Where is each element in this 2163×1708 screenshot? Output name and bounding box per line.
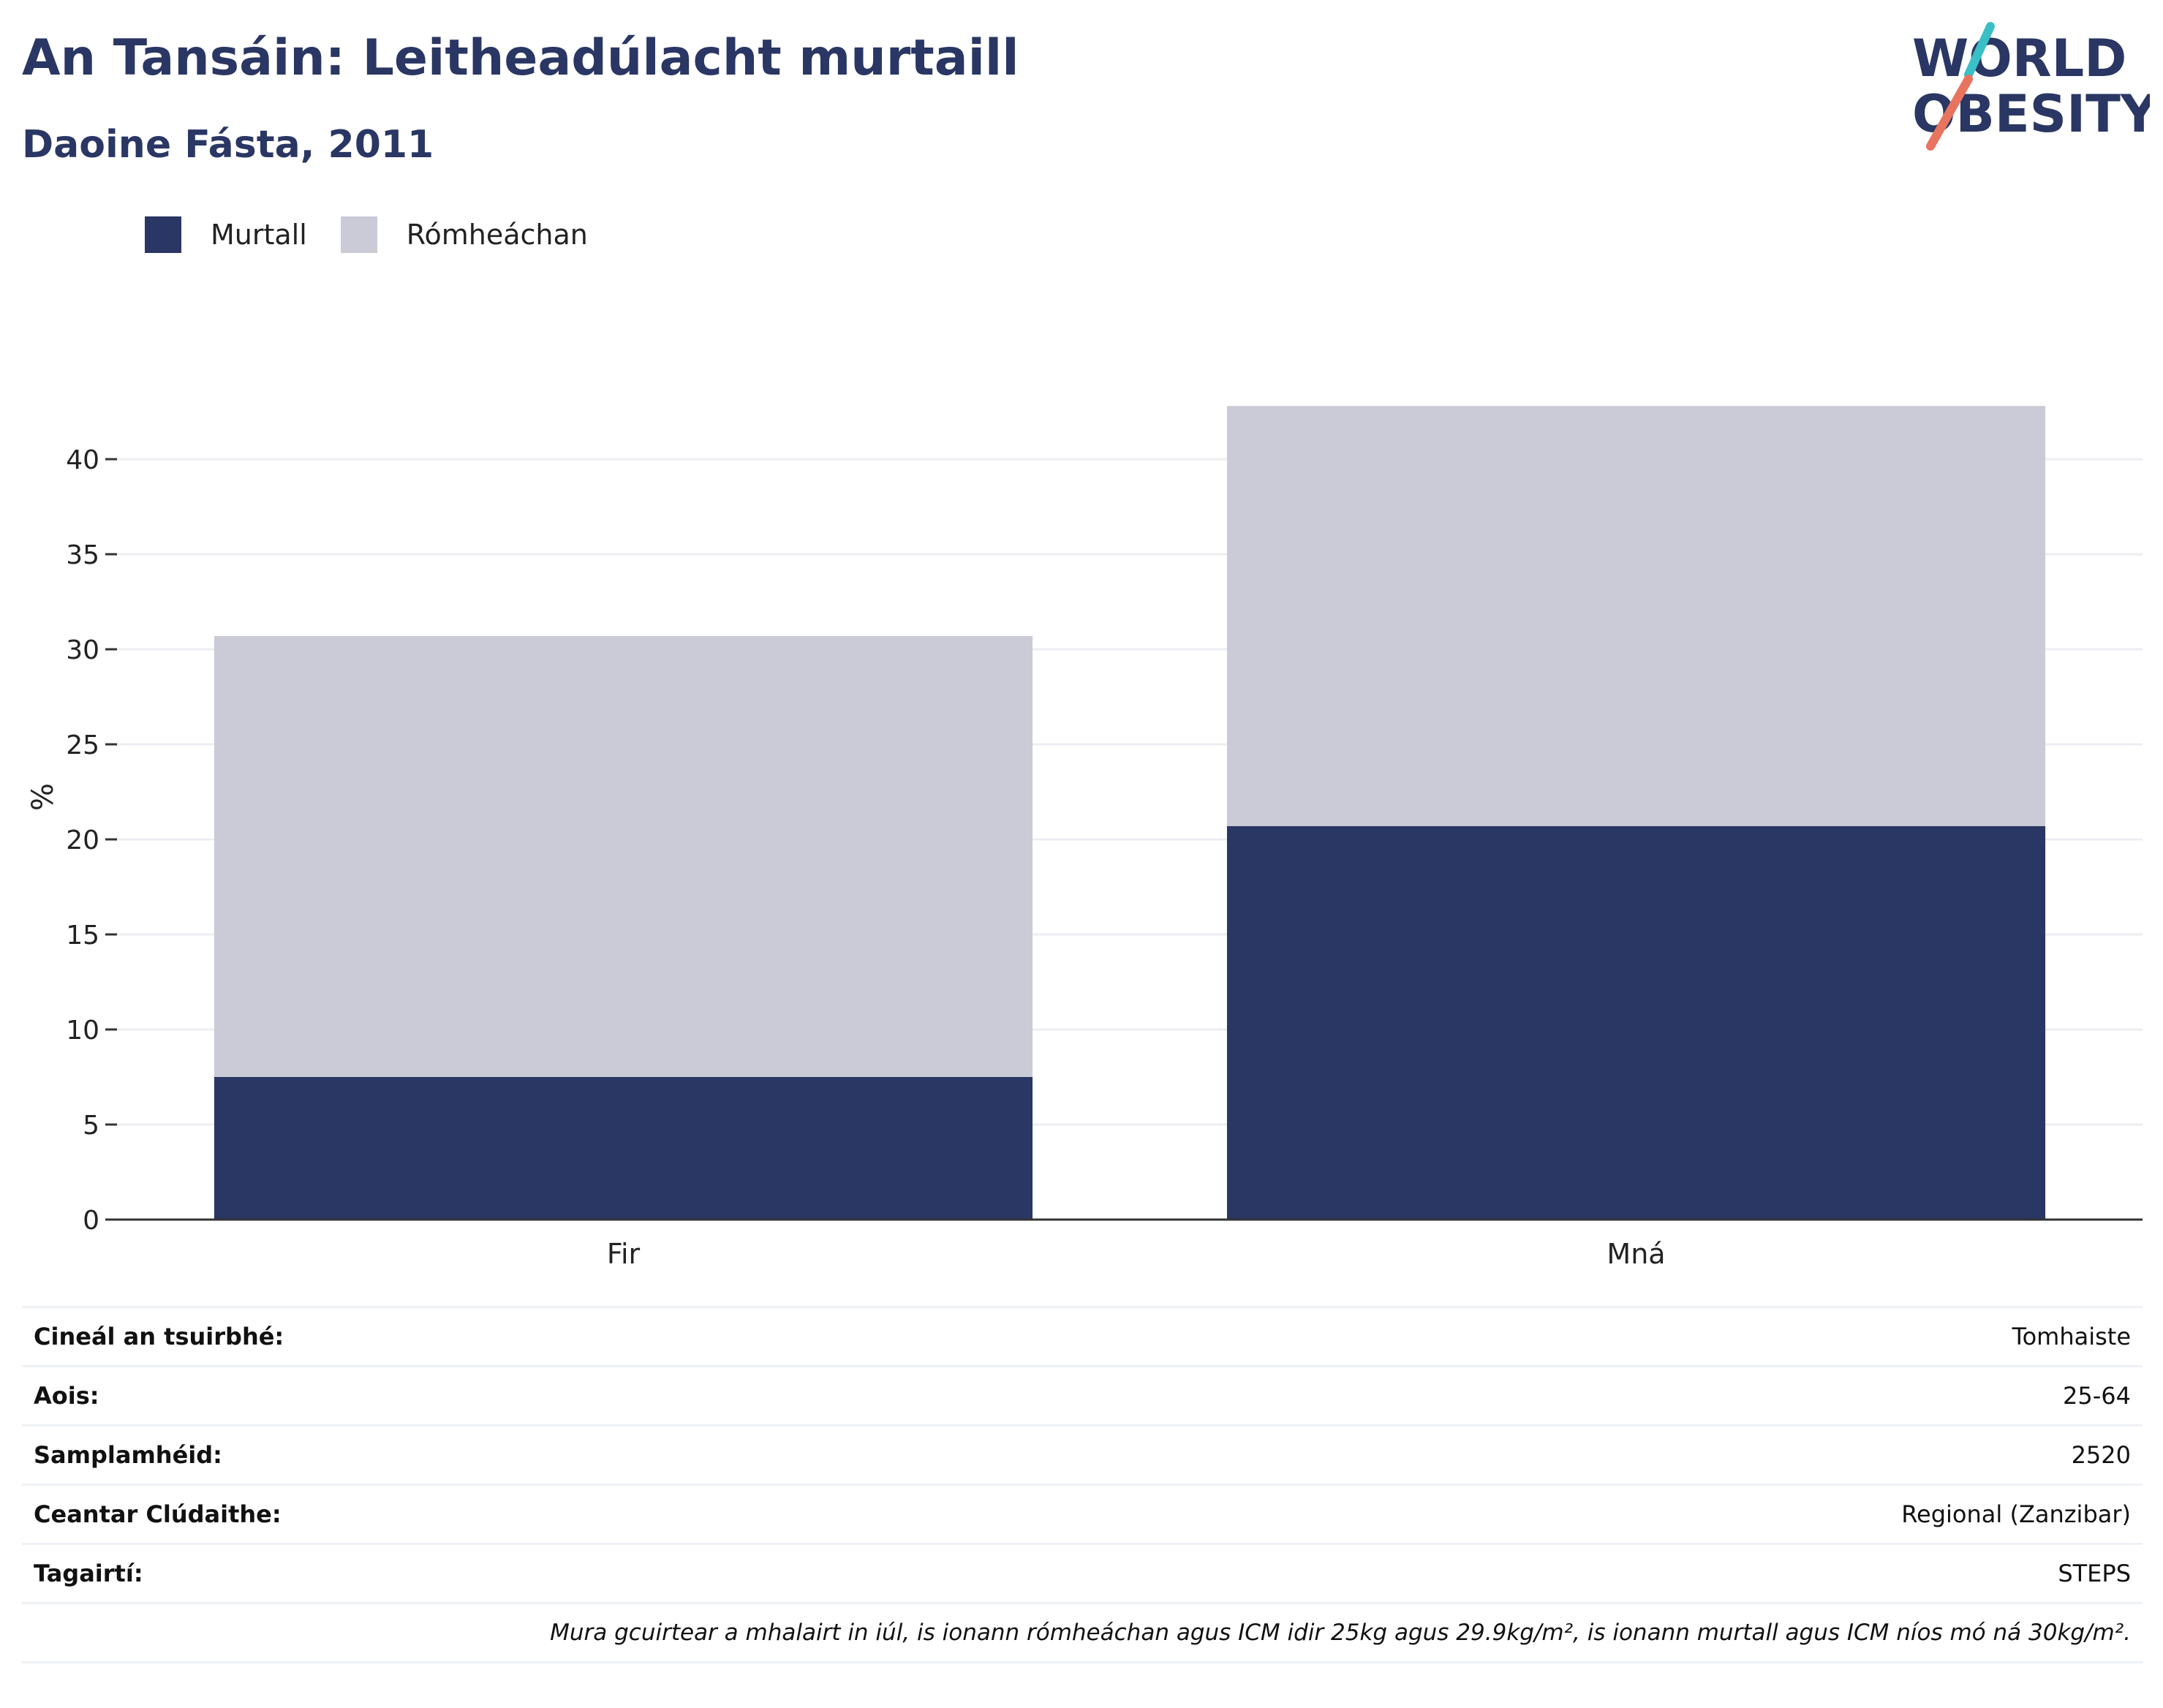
bars — [214, 406, 2046, 1220]
y-tick-label: 35 — [66, 540, 99, 570]
info-value: Regional (Zanzibar) — [1901, 1500, 2131, 1528]
y-tick-label: 5 — [83, 1111, 99, 1141]
info-key: Ceantar Clúdaithe: — [34, 1500, 282, 1528]
info-row: Tagairtí: STEPS — [22, 1543, 2143, 1602]
logo-coral-slash — [1926, 75, 1973, 151]
info-row: Aois: 25-64 — [22, 1365, 2143, 1424]
info-key: Tagairtí: — [34, 1560, 143, 1587]
legend-label-murtall: Murtall — [211, 219, 307, 251]
world-obesity-logo: WORLD OBESITY — [1912, 22, 2150, 151]
legend-label-romheachan: Rómheáchan — [406, 219, 588, 251]
y-tick-label: 10 — [66, 1016, 99, 1046]
bar-romheachan-1[interactable] — [1226, 406, 2046, 826]
bar-murtall-1[interactable] — [1226, 825, 2046, 1220]
info-key: Cineál an tsuirbhé: — [34, 1323, 284, 1350]
info-key: Samplamhéid: — [34, 1441, 222, 1469]
y-tick-label: 0 — [83, 1206, 99, 1236]
info-value: 2520 — [2071, 1441, 2131, 1469]
info-row: Cineál an tsuirbhé: Tomhaiste — [22, 1306, 2143, 1365]
y-tick-label: 25 — [66, 730, 99, 760]
chart-legend: Murtall Rómheáchan — [145, 216, 622, 253]
axes: 0 5 10 15 20 25 30 35 40 Fir Mná — [66, 445, 2143, 1270]
legend-swatch-murtall — [145, 216, 181, 253]
logo-line1: WORLD — [1912, 29, 2126, 88]
info-row: Samplamhéid: 2520 — [22, 1424, 2143, 1484]
legend-item-romheachan[interactable]: Rómheáchan — [340, 216, 588, 253]
definition-note: Mura gcuirtear a mhalairt in iúl, is ion… — [22, 1602, 2143, 1663]
info-value: Tomhaiste — [2012, 1323, 2131, 1350]
y-tick-label: 30 — [66, 635, 99, 665]
chart-title: An Tansáin: Leitheadúlacht murtaill — [22, 29, 1019, 87]
bar-murtall-0[interactable] — [214, 1077, 1033, 1220]
survey-info-table: Cineál an tsuirbhé: Tomhaiste Aois: 25-64 Sa… — [22, 1306, 2143, 1663]
info-key: Aois: — [34, 1382, 99, 1410]
x-tick-label: Fir — [607, 1238, 641, 1270]
info-value: 25-64 — [2063, 1382, 2131, 1410]
y-tick-label: 20 — [66, 825, 99, 855]
y-axis-title: % — [26, 783, 60, 811]
info-value: STEPS — [2058, 1560, 2131, 1587]
stacked-bar-chart: 0 5 10 15 20 25 30 35 40 Fir Mná % — [26, 406, 2143, 1270]
legend-item-murtall[interactable]: Murtall — [145, 216, 307, 253]
y-tick-label: 15 — [66, 921, 99, 951]
info-row: Ceantar Clúdaithe: Regional (Zanzibar) — [22, 1484, 2143, 1543]
y-tick-label: 40 — [66, 445, 99, 475]
chart-subtitle: Daoine Fásta, 2011 — [22, 123, 434, 167]
bar-romheachan-0[interactable] — [214, 635, 1033, 1077]
legend-swatch-romheachan — [340, 216, 377, 253]
x-tick-label: Mná — [1607, 1238, 1665, 1270]
logo-teal-slash — [1964, 22, 1995, 79]
